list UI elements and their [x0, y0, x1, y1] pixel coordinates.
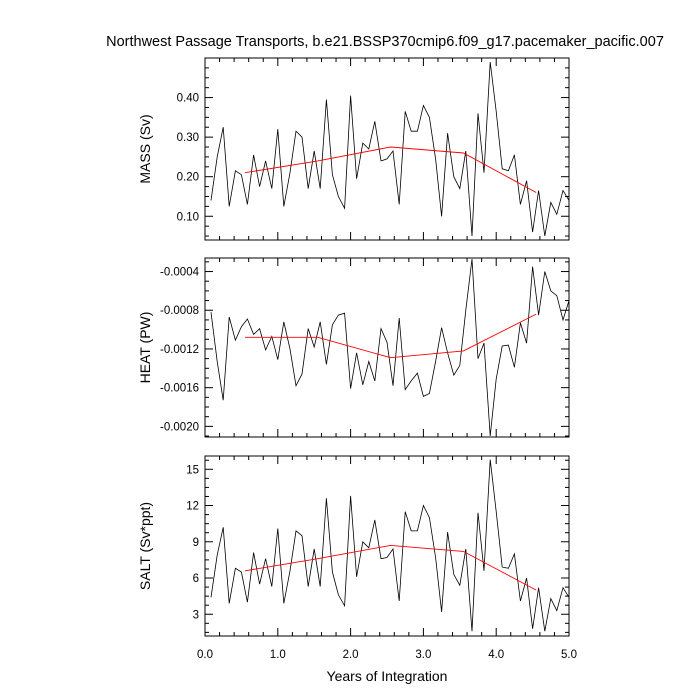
- y-axis-label: HEAT (PW): [137, 312, 153, 384]
- x-tick-label: 1.0: [270, 649, 286, 661]
- annual-mean-line: [245, 313, 537, 359]
- monthly-series-line: [210, 258, 570, 437]
- y-tick-label: 0.10: [177, 211, 199, 223]
- panel-3: 0.0 1.0 2.0 3.0 4.0 5.0 3 6 9 12 15 SALT (Sv*ppt): [137, 455, 577, 661]
- y-tick-label: 6: [193, 573, 199, 585]
- y-tick-label: -0.0008: [160, 305, 199, 317]
- annual-mean-line: [244, 544, 537, 591]
- y-tick-label: -0.0020: [160, 421, 199, 433]
- y-tick-label: 0.20: [177, 172, 199, 184]
- monthly-series-line: [210, 61, 570, 237]
- y-tick-label: 0.30: [177, 132, 199, 144]
- y-tick-label: 3: [193, 609, 199, 621]
- panel-frame: [204, 257, 570, 438]
- y-tick-label: -0.0004: [160, 267, 200, 279]
- y-axis-label: SALT (Sv*ppt): [137, 502, 153, 590]
- y-axis-label: MASS (Sv): [137, 114, 153, 183]
- annual-mean-line: [244, 146, 537, 193]
- x-tick-label: 2.0: [343, 649, 359, 661]
- x-tick-label: 5.0: [561, 649, 577, 661]
- y-tick-label: -0.0016: [160, 383, 199, 395]
- panel-frame: [204, 455, 570, 637]
- y-tick-label: -0.0012: [160, 344, 199, 356]
- y-tick-label: 12: [186, 501, 199, 513]
- x-tick-label: 3.0: [415, 649, 431, 661]
- x-tick-label: 4.0: [488, 649, 504, 661]
- y-tick-label: 0.40: [177, 93, 199, 105]
- y-tick-label: 15: [186, 464, 199, 476]
- x-axis-label: Years of Integration: [327, 668, 448, 684]
- y-tick-label: 9: [193, 537, 199, 549]
- panel-2: -0.0004 -0.0008 -0.0012 -0.0016 -0.0020 HEAT …: [137, 257, 570, 438]
- chart-title: Northwest Passage Transports, b.e21.BSSP…: [106, 34, 664, 50]
- panel-1: 0.10 0.20 0.30 0.40 MASS (Sv): [137, 57, 570, 241]
- x-tick-label: 0.0: [197, 649, 213, 661]
- panel-frame: [204, 57, 570, 241]
- monthly-series-line: [210, 459, 570, 632]
